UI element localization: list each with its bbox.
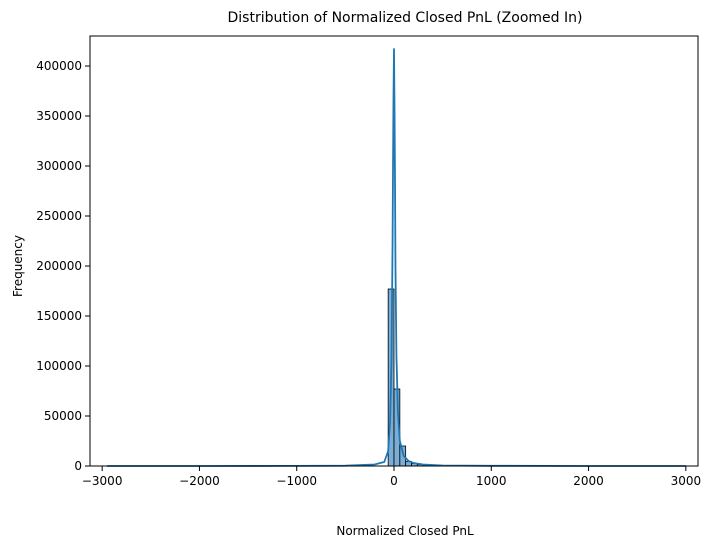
x-tick-label: 0: [390, 474, 398, 488]
y-tick-label: 400000: [36, 59, 82, 73]
y-tick-label: 350000: [36, 109, 82, 123]
y-axis-label: Frequency: [11, 235, 25, 297]
x-tick-label: 2000: [573, 474, 604, 488]
y-tick-label: 300000: [36, 159, 82, 173]
x-axis-label: Normalized Closed PnL: [336, 524, 474, 538]
chart-title: Distribution of Normalized Closed PnL (Z…: [228, 10, 583, 26]
x-tick-label: −3000: [82, 474, 123, 488]
y-tick-label: 150000: [36, 309, 82, 323]
y-tick-label: 200000: [36, 259, 82, 273]
y-tick-label: 100000: [36, 359, 82, 373]
y-tick-label: 50000: [44, 409, 82, 423]
x-tick-label: 3000: [671, 474, 702, 488]
x-tick-label: 1000: [476, 474, 507, 488]
x-tick-label: −1000: [276, 474, 317, 488]
y-tick-label: 0: [74, 459, 82, 473]
y-tick-label: 250000: [36, 209, 82, 223]
x-tick-label: −2000: [179, 474, 220, 488]
